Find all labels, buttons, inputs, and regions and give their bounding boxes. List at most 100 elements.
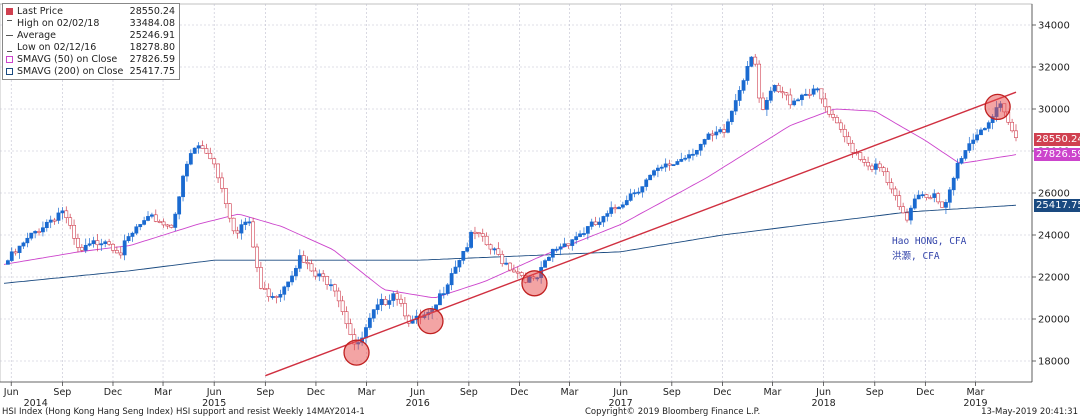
candle-body [91,240,96,245]
candle-body [130,232,135,237]
legend-label: High on 02/02/18 [17,18,100,29]
candle-body [737,90,742,101]
candle-body [72,225,76,239]
candle-body [165,224,170,227]
candle-body [850,142,855,153]
candle-body [644,179,649,187]
candle-body [41,227,45,233]
candle-body [142,220,147,225]
candle-body [274,296,279,298]
candle-body [243,221,248,225]
candle-body [873,163,878,170]
x-year-label: 2018 [812,398,836,409]
candle-body [687,154,691,159]
candle-body [496,248,501,255]
highlight-circle [984,93,1011,121]
candle-body [928,197,933,200]
candle-body [792,100,797,106]
candle-body [885,171,890,183]
candle-body [25,237,30,244]
candle-body [975,134,979,141]
candle-body [601,216,606,223]
last-price-tag: 28550.24 [1034,132,1080,146]
candle-body [714,131,719,136]
candle-body [745,66,750,81]
x-year-label: 2017 [609,398,633,409]
candle-body [313,270,318,277]
candle-body [107,241,111,245]
candle-body [671,164,676,167]
y-tick-label: 32000 [1038,63,1070,74]
footer-left: HSI Index (Hong Kong Hang Seng Index) HS… [2,407,365,417]
candle-body [718,129,723,133]
x-month-label: Sep [53,387,71,398]
candle-body [247,221,252,224]
candle-body [663,163,668,168]
candle-body [138,224,143,228]
candle-body [1014,130,1018,138]
candles-series [5,53,1018,351]
candle-body [192,147,197,154]
trendline [265,91,1017,377]
candle-body [772,84,777,92]
candle-body [480,233,485,237]
candle-body [909,207,913,221]
candle-body [640,186,645,193]
candle-body [87,243,92,246]
legend-label: SMAVG (50) on Close [17,54,118,65]
candle-body [955,162,960,179]
legend-value: 28550.24 [129,6,175,17]
candle-body [827,106,832,115]
candle-body [593,221,598,225]
candle-body [465,247,470,252]
x-month-label: Mar [763,387,781,398]
candle-body [940,201,944,208]
candle-body [924,194,929,198]
x-month-label: Jun [612,387,628,398]
x-month-label: Dec [104,387,122,398]
x-month-label: Sep [256,387,274,398]
candle-body [749,56,754,67]
candle-body [83,244,88,251]
candle-body [79,247,84,251]
candle-body [733,100,738,112]
candle-body [893,188,898,197]
candle-body [515,271,520,274]
candle-body [399,298,403,304]
x-year-label: 2019 [963,398,987,409]
candle-body [223,188,228,205]
legend-value: 25246.91 [129,30,175,41]
candle-body [375,304,380,310]
candle-body [227,203,232,219]
candle-body [445,284,450,294]
candle-body [5,260,10,265]
candle-body [44,221,49,228]
candle-body [364,327,368,339]
candle-body [796,99,800,102]
candle-body [309,263,314,272]
candle-body [889,182,894,190]
legend-value: 27826.59 [129,54,175,65]
x-month-label: Sep [663,387,681,398]
sma50-swatch-icon [6,56,13,63]
candle-body [694,149,699,155]
candle-body [881,167,886,173]
highlight-circle [343,339,370,366]
candle-body [656,167,660,171]
candle-body [56,212,61,221]
candle-body [387,300,392,305]
candle-body [897,195,902,208]
candle-body [842,129,847,138]
candle-body [469,231,473,248]
y-tick-label: 24000 [1038,231,1070,242]
author-annotation-cn: 洪灏, CFA [892,251,940,262]
candle-body [691,153,695,156]
candle-body [473,231,477,234]
candle-body [578,233,582,237]
y-tick-label: 34000 [1038,21,1070,32]
candle-body [367,317,372,328]
legend-box: Last Price 28550.24 High on 02/02/18 334… [2,3,180,80]
sma200-swatch-icon [6,68,13,75]
candle-body [282,286,287,295]
sma200-series [3,204,1017,284]
